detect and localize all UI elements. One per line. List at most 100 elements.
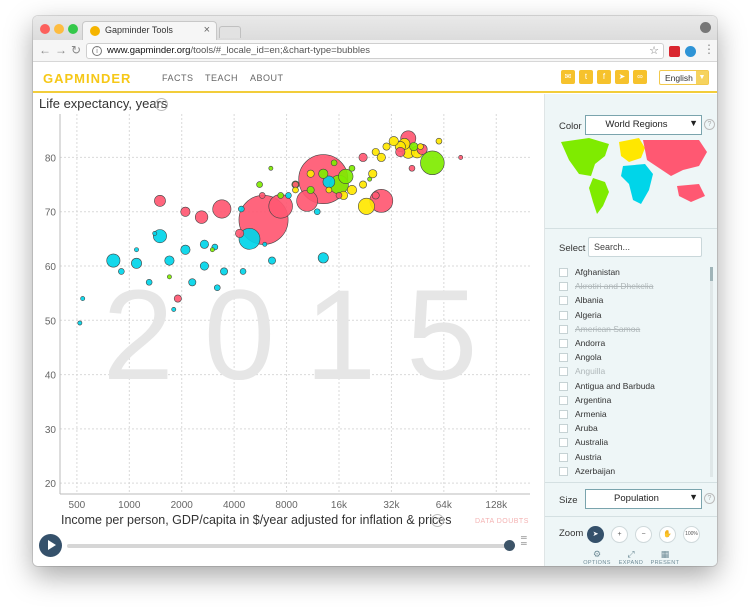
zoom-reset-button[interactable]: 100% bbox=[683, 526, 700, 543]
x-axis-help-icon[interactable]: ? bbox=[431, 514, 444, 527]
bubble-africa[interactable] bbox=[238, 228, 261, 250]
bubble-americas[interactable] bbox=[409, 142, 419, 152]
bubble-africa[interactable] bbox=[313, 208, 321, 215]
browser-menu-icon[interactable]: ⋮ bbox=[703, 42, 715, 56]
profile-icon[interactable] bbox=[700, 22, 711, 33]
bubble-africa[interactable] bbox=[188, 278, 197, 287]
data-doubts-link[interactable]: DATA DOUBTS bbox=[475, 518, 529, 525]
country-checkbox[interactable] bbox=[559, 324, 568, 334]
country-checkbox[interactable] bbox=[559, 438, 568, 448]
nav-about[interactable]: ABOUT bbox=[250, 73, 284, 83]
bubble-asia[interactable] bbox=[371, 191, 380, 200]
y-axis-help-icon[interactable]: ? bbox=[155, 98, 168, 111]
bubble-africa[interactable] bbox=[106, 253, 121, 268]
bubble-africa[interactable] bbox=[118, 268, 125, 275]
country-checkbox[interactable] bbox=[559, 310, 568, 320]
bubble-africa[interactable] bbox=[131, 257, 142, 269]
bubble-europe[interactable] bbox=[368, 169, 378, 179]
bubble-asia[interactable] bbox=[258, 192, 266, 199]
address-bar[interactable]: i www.gapminder.org/tools/#_locale_id=en… bbox=[86, 43, 664, 59]
close-window-button[interactable] bbox=[40, 24, 50, 34]
extension-red-icon[interactable] bbox=[669, 46, 680, 57]
bubble-africa[interactable] bbox=[77, 320, 83, 326]
country-checkbox[interactable] bbox=[559, 268, 568, 277]
telegram-share-icon[interactable]: ➤ bbox=[615, 70, 629, 84]
timeslider-track[interactable] bbox=[67, 544, 509, 548]
country-checkbox[interactable] bbox=[559, 395, 568, 405]
country-checkbox[interactable] bbox=[559, 367, 568, 377]
map-asia[interactable] bbox=[643, 140, 707, 176]
maximize-window-button[interactable] bbox=[68, 24, 78, 34]
y-axis-title[interactable]: Life expectancy, years bbox=[39, 96, 168, 111]
bubble-americas[interactable] bbox=[348, 165, 356, 172]
bubble-europe[interactable] bbox=[388, 136, 399, 147]
bubble-africa[interactable] bbox=[199, 261, 209, 271]
bubble-asia[interactable] bbox=[395, 147, 406, 157]
info-icon[interactable]: i bbox=[92, 46, 102, 56]
bubble-europe[interactable] bbox=[292, 186, 299, 194]
bubble-asia[interactable] bbox=[296, 190, 318, 212]
reload-icon[interactable]: ↻ bbox=[71, 43, 82, 57]
bubble-africa[interactable] bbox=[199, 239, 209, 249]
trails-icon[interactable]: ═ ═ bbox=[521, 533, 527, 548]
bubble-asia[interactable] bbox=[408, 165, 416, 172]
bubble-americas[interactable] bbox=[338, 168, 354, 185]
nav-facts[interactable]: FACTS bbox=[162, 73, 194, 83]
extension-blue-icon[interactable] bbox=[685, 46, 696, 57]
country-checkbox[interactable] bbox=[559, 282, 568, 292]
back-arrow-icon[interactable]: ← bbox=[39, 43, 51, 57]
bubble-asia[interactable] bbox=[194, 210, 209, 224]
bubble-americas[interactable] bbox=[318, 168, 329, 179]
twitter-share-icon[interactable]: t bbox=[579, 70, 593, 84]
country-checkbox[interactable] bbox=[559, 410, 568, 419]
play-button[interactable] bbox=[39, 534, 62, 557]
new-tab-button[interactable] bbox=[219, 26, 241, 38]
country-checkbox[interactable] bbox=[559, 353, 568, 363]
bubble-africa[interactable] bbox=[152, 231, 158, 236]
bubble-africa[interactable] bbox=[239, 268, 247, 275]
world-regions-map[interactable] bbox=[559, 138, 709, 218]
bubble-europe[interactable] bbox=[435, 137, 443, 145]
zoom-out-icon[interactable]: − bbox=[635, 526, 652, 543]
bubble-asia[interactable] bbox=[212, 199, 232, 219]
bubble-europe[interactable] bbox=[325, 186, 333, 194]
present-button[interactable]: ▦ PRESENT bbox=[645, 549, 685, 566]
zoom-in-icon[interactable]: + bbox=[611, 526, 628, 543]
options-button[interactable]: ⚙ OPTIONS bbox=[577, 549, 617, 566]
bubble-americas[interactable] bbox=[209, 247, 215, 253]
country-checkbox[interactable] bbox=[559, 424, 568, 434]
bubble-africa[interactable] bbox=[164, 255, 175, 266]
gapminder-logo[interactable]: GAPMINDER bbox=[43, 71, 132, 86]
bubble-africa[interactable] bbox=[317, 252, 329, 264]
x-axis-title[interactable]: Income per person, GDP/capita in $/year … bbox=[61, 513, 452, 527]
bubble-africa[interactable] bbox=[180, 244, 191, 255]
bubble-africa[interactable] bbox=[171, 307, 177, 312]
bubble-europe[interactable] bbox=[376, 152, 386, 162]
nav-teach[interactable]: TEACH bbox=[205, 73, 239, 83]
language-select[interactable]: English ▼ bbox=[659, 70, 709, 85]
bubble-asia[interactable] bbox=[292, 181, 299, 188]
map-africa[interactable] bbox=[621, 164, 653, 204]
forward-arrow-icon[interactable]: → bbox=[55, 43, 67, 57]
map-oceania[interactable] bbox=[677, 184, 705, 202]
bubble-americas[interactable] bbox=[268, 165, 274, 171]
bubble-africa[interactable] bbox=[145, 279, 153, 286]
bubble-americas[interactable] bbox=[277, 192, 284, 199]
country-checkbox[interactable] bbox=[559, 296, 568, 306]
timeslider-handle[interactable] bbox=[504, 540, 515, 551]
bubble-africa[interactable] bbox=[220, 267, 228, 276]
bubble-asia[interactable] bbox=[458, 155, 464, 160]
bubble-europe[interactable] bbox=[382, 142, 391, 151]
bubble-europe[interactable] bbox=[359, 180, 368, 189]
email-share-icon[interactable]: ✉ bbox=[561, 70, 575, 84]
browser-tab[interactable]: Gapminder Tools × bbox=[82, 21, 217, 40]
country-checkbox[interactable] bbox=[559, 466, 568, 476]
bubble-americas[interactable] bbox=[330, 159, 338, 167]
bubble-africa[interactable] bbox=[285, 192, 292, 199]
map-americas-south[interactable] bbox=[589, 178, 609, 214]
country-checkbox[interactable] bbox=[559, 339, 568, 348]
link-share-icon[interactable]: ∞ bbox=[633, 70, 647, 84]
color-help-icon[interactable]: ? bbox=[704, 119, 715, 130]
bubble-africa[interactable] bbox=[213, 284, 221, 291]
bubble-americas[interactable] bbox=[256, 181, 263, 188]
